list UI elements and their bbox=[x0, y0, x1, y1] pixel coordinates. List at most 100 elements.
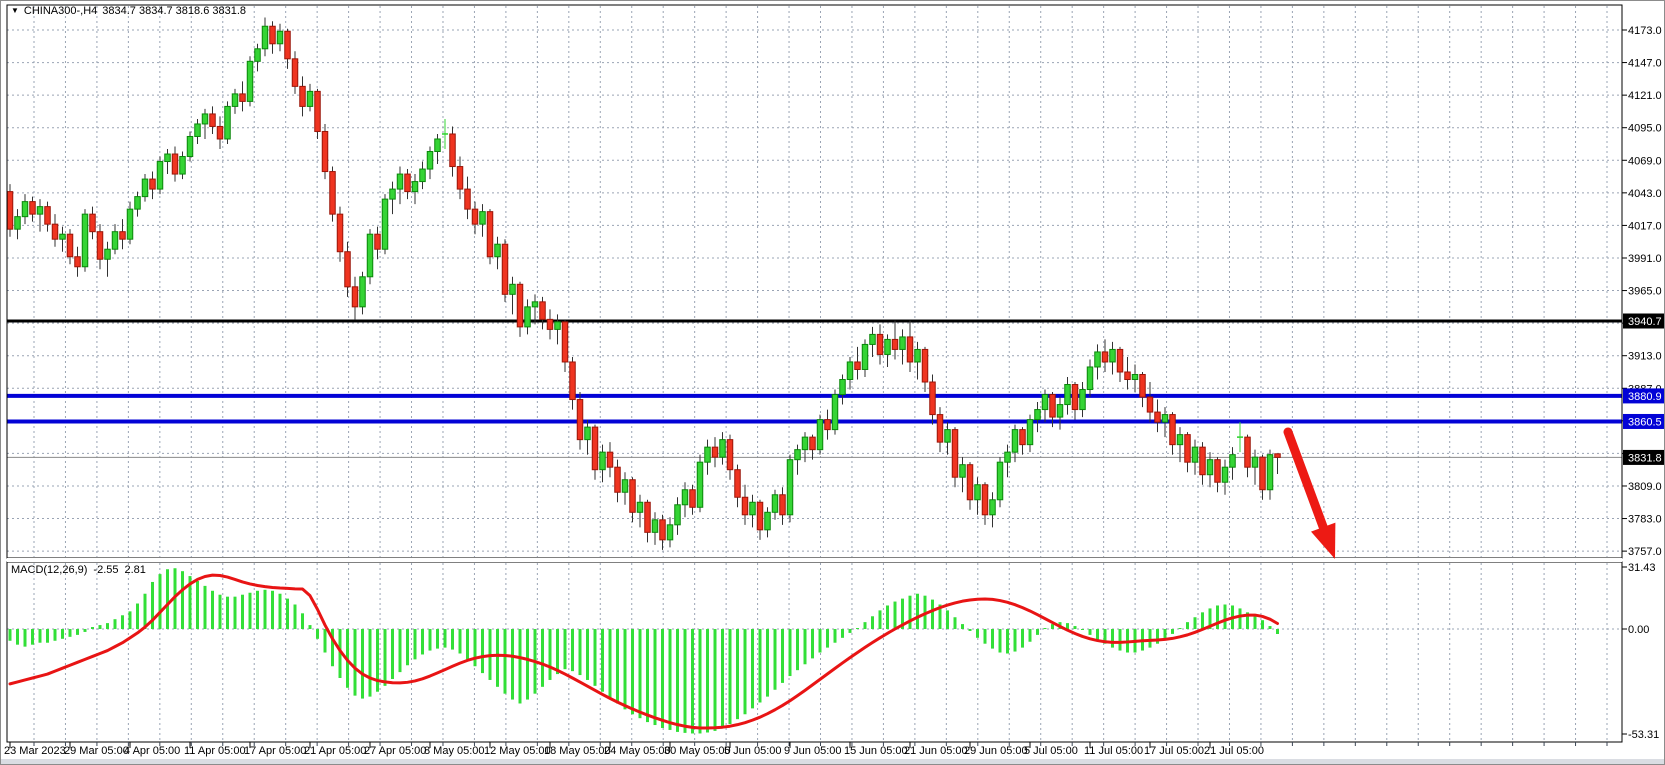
macd-histogram-bar bbox=[518, 629, 522, 704]
bear-candle bbox=[89, 213, 96, 233]
bull-candle bbox=[306, 90, 314, 107]
macd-histogram-bar bbox=[271, 590, 274, 629]
macd-histogram-bar bbox=[8, 629, 12, 641]
bull-candle bbox=[59, 233, 66, 240]
horizontal-levels[interactable] bbox=[7, 319, 1622, 458]
macd-histogram-bar bbox=[353, 629, 357, 696]
macd-histogram-bar bbox=[233, 596, 237, 629]
macd-histogram-bar bbox=[1096, 629, 1099, 640]
macd-histogram-bar bbox=[548, 629, 552, 680]
bull-candle bbox=[599, 451, 606, 471]
price-level-badge-text: 3880.9 bbox=[1628, 391, 1662, 403]
bull-candle bbox=[1191, 446, 1199, 463]
macd-histogram-bar bbox=[398, 629, 402, 673]
bear-candle bbox=[1184, 434, 1191, 463]
macd-histogram-bar bbox=[721, 629, 724, 728]
bull-candle bbox=[846, 361, 854, 381]
bull-candle bbox=[989, 499, 996, 516]
indicator-main-value: -2.55 bbox=[93, 564, 119, 576]
macd-histogram-bar bbox=[413, 629, 417, 660]
macd-histogram-bar bbox=[188, 576, 192, 629]
macd-histogram-bar bbox=[706, 629, 709, 733]
bull-candle bbox=[1161, 414, 1169, 423]
price-level-badge bbox=[1623, 449, 1664, 465]
macd-histogram-bar bbox=[893, 601, 897, 629]
bear-candle bbox=[449, 133, 456, 168]
macd-histogram-bar bbox=[886, 605, 889, 629]
price-tick-label: 3991.0 bbox=[1628, 253, 1662, 265]
time-tick-label: 29 Mar 05:00 bbox=[64, 745, 129, 757]
bear-candle bbox=[734, 469, 741, 498]
macd-histogram-bar bbox=[631, 629, 634, 715]
bull-candle bbox=[1004, 451, 1011, 463]
bull-candle bbox=[366, 233, 374, 278]
macd-histogram-bar bbox=[803, 629, 807, 665]
arrow-shaft[interactable] bbox=[1283, 427, 1328, 532]
trend-arrow-object[interactable] bbox=[1283, 427, 1336, 559]
bull-candle bbox=[914, 348, 921, 363]
macd-histogram-bar bbox=[368, 629, 372, 697]
macd-histogram-bar bbox=[668, 629, 672, 730]
bear-candle bbox=[374, 233, 381, 250]
bull-candle bbox=[246, 60, 254, 102]
macd-histogram-bar bbox=[1118, 629, 1122, 651]
macd-histogram-bar bbox=[796, 629, 799, 671]
macd-histogram-bar bbox=[211, 590, 214, 629]
price-axis[interactable]: 4173.0 4147.0 4121.0 4095.0 4069.0 4043.0 4017… bbox=[1622, 25, 1662, 741]
bull-candle bbox=[261, 25, 269, 50]
bear-candle bbox=[606, 451, 614, 468]
bear-candle bbox=[336, 213, 344, 253]
macd-histogram-bar bbox=[1186, 622, 1189, 629]
bull-candle bbox=[869, 333, 876, 345]
bear-candle bbox=[1274, 453, 1281, 458]
bear-candle bbox=[1214, 459, 1221, 483]
bull-candle bbox=[14, 216, 21, 230]
macd-histogram-bar bbox=[263, 589, 267, 629]
macd-histogram-bar bbox=[496, 629, 499, 687]
bear-candle bbox=[809, 436, 816, 451]
bear-candle bbox=[1116, 348, 1124, 373]
bear-candle bbox=[51, 223, 59, 240]
macd-histogram-bar bbox=[1276, 629, 1279, 634]
macd-histogram-bar bbox=[736, 629, 739, 720]
macd-histogram-bar bbox=[278, 593, 282, 629]
chart-title: ▼ CHINA300-,H4 3834.7 3834.7 3818.6 3831… bbox=[11, 5, 246, 17]
macd-histogram-bar bbox=[143, 593, 147, 629]
macd-histogram-bar bbox=[181, 571, 184, 629]
bull-candle bbox=[861, 343, 869, 370]
price-tick-label: 4095.0 bbox=[1628, 123, 1662, 135]
bull-candle bbox=[1056, 404, 1064, 418]
bull-candle bbox=[134, 196, 141, 210]
bull-candle bbox=[651, 519, 659, 533]
time-tick-label: 23 Mar 2023 bbox=[4, 745, 66, 757]
macd-histogram-bar bbox=[766, 629, 769, 697]
macd-histogram-bar bbox=[826, 629, 829, 648]
macd-histogram-bar bbox=[458, 629, 462, 654]
time-tick-label: 21 Apr 05:00 bbox=[304, 745, 366, 757]
macd-histogram-bar bbox=[248, 592, 252, 629]
bull-candle bbox=[164, 153, 171, 163]
time-tick-label: 24 May 05:00 bbox=[604, 745, 671, 757]
panel-separator[interactable] bbox=[7, 558, 1622, 562]
macd-histogram-bar bbox=[1246, 612, 1249, 629]
bull-candle bbox=[411, 181, 419, 193]
macd-histogram-bar bbox=[1148, 629, 1152, 648]
macd-histogram-bar bbox=[1178, 628, 1182, 630]
bull-candle bbox=[531, 301, 539, 308]
macd-histogram-bar bbox=[871, 616, 874, 629]
macd-histogram-bar bbox=[383, 629, 387, 686]
bull-candle bbox=[884, 338, 891, 355]
window-menu-icon[interactable]: ▼ bbox=[11, 6, 19, 15]
bear-candle bbox=[291, 58, 299, 87]
macd-histogram-bar bbox=[1261, 620, 1264, 629]
macd-histogram-bar bbox=[61, 629, 64, 639]
bear-candle bbox=[239, 93, 246, 102]
macd-histogram-bar bbox=[151, 581, 154, 629]
macd-histogram-bar bbox=[998, 629, 1002, 653]
bear-candle bbox=[951, 429, 959, 478]
macd-histogram-bar bbox=[713, 629, 717, 731]
bull-candle bbox=[381, 198, 389, 250]
